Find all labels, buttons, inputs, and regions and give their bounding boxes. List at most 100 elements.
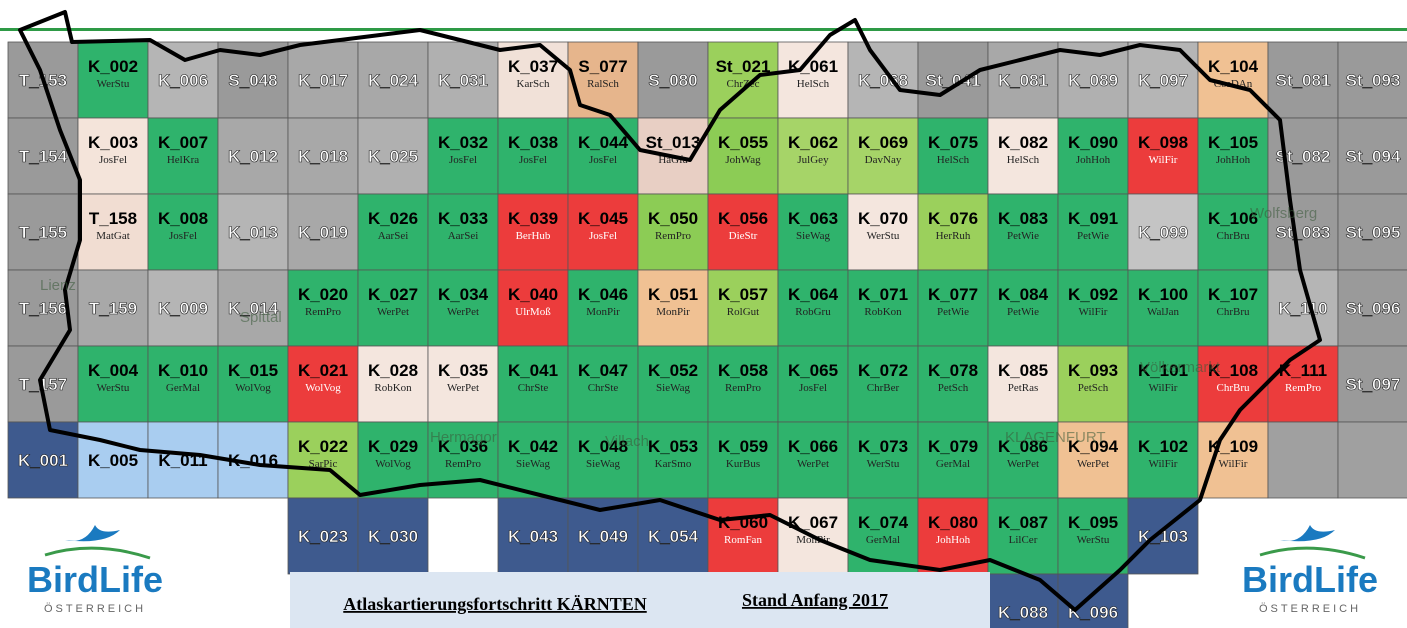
- cell-observer: WilFir: [1149, 458, 1178, 470]
- cell-code: K_034: [438, 285, 489, 304]
- cell-code: K_045: [578, 209, 628, 228]
- cell-code: K_089: [1068, 71, 1118, 90]
- cell-code: K_074: [858, 513, 909, 532]
- cell-observer: HelSch: [797, 78, 830, 90]
- cell-code: K_040: [508, 285, 558, 304]
- cell-code: K_059: [718, 437, 768, 456]
- cell-code: K_064: [788, 285, 839, 304]
- cell-code: K_013: [228, 223, 278, 242]
- cell-code: K_065: [788, 361, 838, 380]
- cell-code: St_094: [1346, 147, 1401, 166]
- cell-observer: WerPet: [797, 458, 829, 470]
- cell-observer: WolVog: [375, 458, 411, 470]
- cell-code: K_041: [508, 361, 558, 380]
- cell-observer: UlrMoß: [515, 306, 551, 318]
- cell-code: K_029: [368, 437, 418, 456]
- top-border: [0, 28, 1407, 31]
- cell-code: K_044: [578, 133, 629, 152]
- cell-code: K_070: [858, 209, 908, 228]
- cell-observer: KarSmo: [655, 458, 692, 470]
- cell-code: K_099: [1138, 223, 1188, 242]
- cell-observer: RemPro: [725, 382, 762, 394]
- grid-cell: [1268, 422, 1338, 498]
- cell-code: K_075: [928, 133, 978, 152]
- cell-observer: HerRuh: [936, 230, 971, 242]
- cell-code: K_066: [788, 437, 838, 456]
- cell-observer: JulGey: [797, 154, 829, 166]
- cell-code: K_085: [998, 361, 1048, 380]
- cell-code: K_020: [298, 285, 348, 304]
- cell-code: K_097: [1138, 71, 1188, 90]
- cell-code: K_072: [858, 361, 908, 380]
- cell-observer: WerPet: [1077, 458, 1109, 470]
- cell-code: K_047: [578, 361, 628, 380]
- cell-observer: MatGat: [96, 230, 130, 242]
- cell-observer: PetRas: [1008, 382, 1039, 394]
- cell-observer: JosFel: [449, 154, 477, 166]
- cell-code: K_028: [368, 361, 418, 380]
- cell-observer: RobGru: [795, 306, 831, 318]
- cell-observer: WilFir: [1219, 458, 1248, 470]
- cell-code: K_007: [158, 133, 208, 152]
- cell-observer: ChrBru: [1217, 230, 1251, 242]
- cell-code: K_042: [508, 437, 558, 456]
- cell-observer: RolGut: [727, 306, 759, 318]
- cell-code: K_012: [228, 147, 278, 166]
- cell-code: K_050: [648, 209, 698, 228]
- cell-code: K_080: [928, 513, 978, 532]
- cell-observer: PetSch: [938, 382, 969, 394]
- cell-code: K_095: [1068, 513, 1118, 532]
- cell-observer: JohWag: [725, 154, 761, 166]
- cell-code: K_062: [788, 133, 838, 152]
- cell-observer: GerMal: [936, 458, 970, 470]
- cell-observer: JosFel: [589, 230, 617, 242]
- cell-observer: JosFel: [99, 154, 127, 166]
- place-name: Völkermarkt: [1140, 359, 1221, 376]
- cell-observer: ChrBru: [1217, 306, 1251, 318]
- cell-observer: RobKon: [374, 382, 412, 394]
- cell-observer: SieWag: [586, 458, 620, 470]
- cell-code: K_037: [508, 57, 558, 76]
- cell-observer: MonPir: [656, 306, 690, 318]
- cell-observer: RomFan: [724, 534, 762, 546]
- cell-observer: WerPet: [1007, 458, 1039, 470]
- cell-observer: WerStu: [867, 230, 900, 242]
- cell-code: K_038: [508, 133, 558, 152]
- cell-observer: JohHoh: [1076, 154, 1111, 166]
- cell-code: St_081: [1276, 71, 1331, 90]
- cell-observer: BerHub: [516, 230, 551, 242]
- cell-observer: WolVog: [235, 382, 271, 394]
- cell-code: K_015: [228, 361, 278, 380]
- cell-code: K_008: [158, 209, 208, 228]
- cell-code: K_092: [1068, 285, 1118, 304]
- cell-code: K_002: [88, 57, 138, 76]
- cell-code: K_049: [578, 527, 628, 546]
- cell-code: K_055: [718, 133, 768, 152]
- cell-observer: PetWie: [1077, 230, 1109, 242]
- cell-observer: JosFel: [799, 382, 827, 394]
- cell-code: S_048: [228, 71, 277, 90]
- cell-code: K_056: [718, 209, 768, 228]
- cell-code: K_093: [1068, 361, 1118, 380]
- cell-observer: JosFel: [169, 230, 197, 242]
- cell-observer: ChrSte: [588, 382, 619, 394]
- cell-observer: GerMal: [166, 382, 200, 394]
- cell-code: K_004: [88, 361, 139, 380]
- cell-observer: RalSch: [587, 78, 619, 90]
- cell-code: St_013: [646, 133, 701, 152]
- cell-observer: PetSch: [1078, 382, 1109, 394]
- cell-code: St_095: [1346, 223, 1401, 242]
- cell-code: K_003: [88, 133, 138, 152]
- logo-bird: [1280, 525, 1335, 541]
- cell-code: K_043: [508, 527, 558, 546]
- cell-code: K_018: [298, 147, 348, 166]
- cell-code: T_159: [89, 299, 137, 318]
- place-name: KLAGENFURT: [1005, 429, 1106, 446]
- cell-observer: ChrBru: [1217, 382, 1251, 394]
- cell-code: K_035: [438, 361, 488, 380]
- cell-observer: JohHoh: [936, 534, 971, 546]
- cell-code: K_076: [928, 209, 978, 228]
- cell-observer: RemPro: [305, 306, 342, 318]
- cell-code: K_031: [438, 71, 488, 90]
- cell-code: K_081: [998, 71, 1048, 90]
